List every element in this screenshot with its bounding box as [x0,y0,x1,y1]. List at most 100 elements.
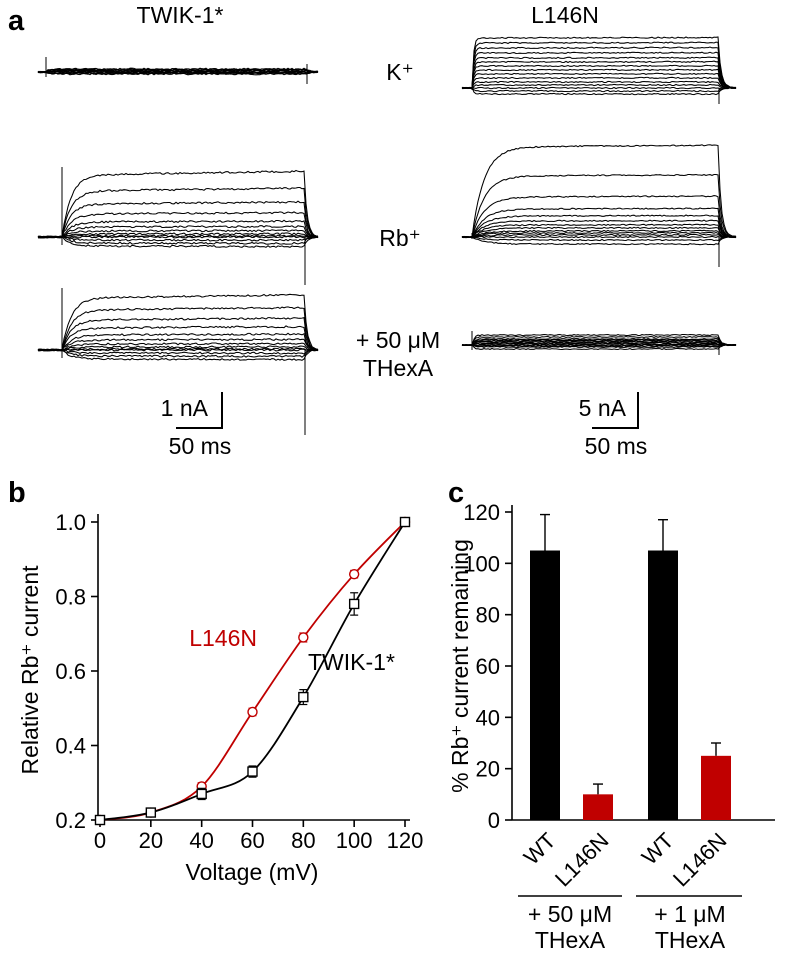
bar [583,794,613,820]
panel-c-letter: c [448,477,464,509]
current-trace [37,316,319,352]
current-trace [37,200,319,239]
bar-category-label: WT [637,828,679,870]
x-tick-label: 100 [336,828,373,853]
data-marker-circle [247,706,258,718]
current-trace [461,56,737,90]
current-trace [461,338,737,346]
current-trace [461,41,737,89]
current-trace [461,235,737,246]
column-title-twik1: TWIK-1* [137,2,224,28]
x-tick-label: 120 [387,828,424,853]
y-tick-label: 80 [476,603,500,628]
current-trace [37,342,319,352]
current-trace [461,223,737,239]
current-trace [37,232,319,239]
current-trace [37,332,319,352]
current-trace [37,211,319,239]
data-marker-square [247,766,258,777]
right-scalebar [592,392,639,429]
current-trace [461,83,737,90]
current-trace [37,348,319,352]
current-trace [461,72,737,90]
current-trace [461,335,737,347]
bar-category-label: L146N [550,828,614,892]
y-tick-label: 100 [463,551,500,576]
current-trace [461,64,736,90]
series-label-twik1: TWIK-1* [308,649,395,675]
data-marker-square [94,814,106,826]
current-trace [37,235,319,239]
current-trace [37,229,319,239]
panel-b-y-axis-label: Relative Rb⁺ current [17,565,43,775]
current-trace [37,306,319,352]
current-trace [37,348,319,358]
row-label-thexa-line2: THexA [363,355,434,381]
current-trace [37,235,319,242]
current-trace [461,226,737,239]
left-scalebar-amp-label: 1 nA [161,395,209,421]
y-tick-label: 0.6 [55,659,86,684]
panel-b-letter: b [8,477,26,509]
y-tick-label: 0.4 [55,734,86,759]
row-label-rb: Rb⁺ [379,225,421,251]
panel-c-y-axis-label: % Rb⁺ current remaining [447,539,473,793]
current-trace [461,344,737,348]
current-trace [461,233,737,239]
right-scalebar-time-label: 50 ms [585,433,648,459]
current-trace [37,235,319,248]
current-trace [37,219,318,239]
current-trace [462,36,737,89]
current-trace [462,60,737,90]
current-trace [461,86,737,96]
y-tick-label: 1.0 [55,510,86,535]
current-trace [461,235,737,239]
bar [530,550,560,820]
data-marker-square [196,788,207,800]
x-tick-label: 0 [94,828,106,853]
series-label-l146n: L146N [189,625,257,651]
current-trace [38,169,319,239]
current-trace [37,293,319,352]
data-marker-square [298,691,309,703]
panel-b-x-axis-label: Voltage (mV) [186,859,319,885]
current-trace [461,76,736,90]
current-trace [461,344,737,349]
group-label-2-line2: THexA [655,927,726,953]
left-scalebar [176,392,223,429]
current-trace-families [37,36,737,435]
current-trace [461,195,737,239]
current-trace [462,229,737,238]
current-trace [462,343,737,347]
group-label-2-line1: + 1 μM [654,901,725,927]
current-trace [37,348,319,355]
current-trace [461,86,737,93]
current-trace [37,345,319,352]
data-marker-circle [298,632,309,643]
bar [701,755,731,820]
current-trace [461,86,737,90]
current-trace [461,173,737,239]
data-marker-square [348,598,360,610]
row-label-k: K⁺ [386,59,413,85]
current-trace [37,235,319,245]
x-tick-label: 20 [139,828,163,853]
data-marker-circle [348,568,360,580]
y-tick-label: 120 [463,500,500,525]
y-tick-label: 0.8 [55,585,86,610]
current-trace [461,51,737,90]
current-trace [461,235,737,242]
y-tick-label: 20 [476,757,500,782]
y-tick-label: 0.2 [55,808,86,833]
current-trace [462,333,737,346]
current-trace [461,342,736,347]
x-tick-label: 80 [291,828,315,853]
left-scalebar-time-label: 50 ms [169,433,232,459]
current-trace [461,46,737,90]
y-tick-label: 0 [488,808,500,833]
current-trace [37,348,319,361]
current-trace [461,344,737,351]
current-trace [461,340,737,346]
